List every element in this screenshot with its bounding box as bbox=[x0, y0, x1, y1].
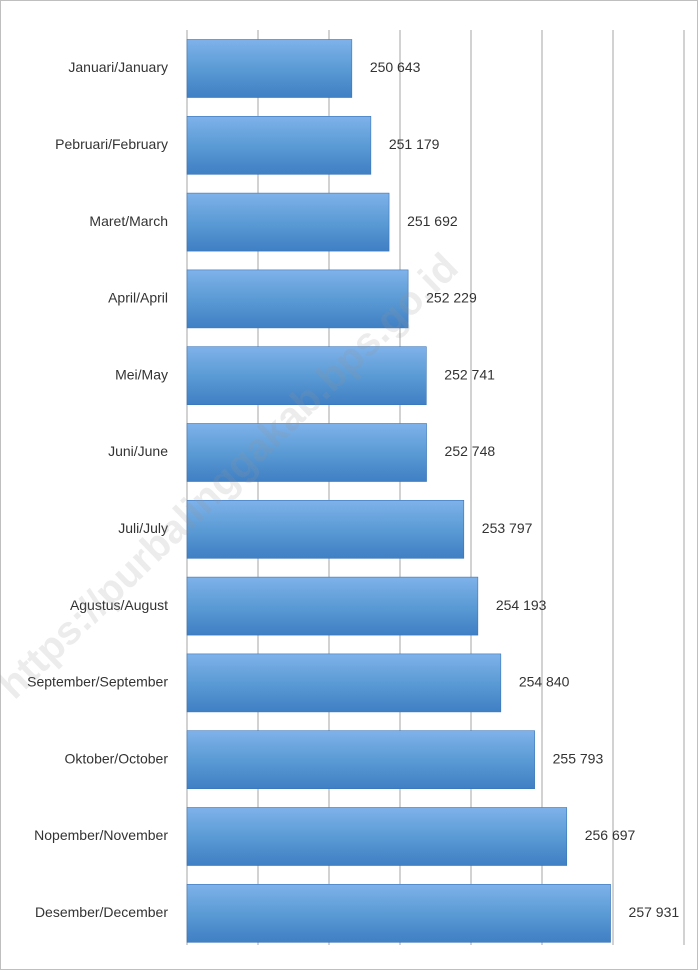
y-tick-label: Mei/May bbox=[115, 366, 168, 382]
value-label: 250 643 bbox=[370, 59, 421, 75]
bar bbox=[186, 883, 611, 943]
bars: Januari/January 250 643 Pebruari/February 2… bbox=[27, 39, 680, 943]
y-tick-label: Desember/December bbox=[35, 904, 168, 920]
value-label: 253 797 bbox=[482, 520, 533, 536]
value-label: 252 229 bbox=[426, 290, 477, 306]
value-label: 252 748 bbox=[445, 443, 496, 459]
bar bbox=[186, 576, 479, 636]
y-tick-label: Maret/March bbox=[89, 213, 168, 229]
y-tick-label: Agustus/August bbox=[70, 597, 168, 613]
value-label: 254 193 bbox=[496, 597, 547, 613]
y-tick-label: September/September bbox=[27, 674, 168, 690]
bar bbox=[186, 730, 535, 790]
y-tick-label: Pebruari/February bbox=[55, 136, 168, 152]
bar bbox=[186, 653, 502, 713]
y-tick-label: Juni/June bbox=[108, 443, 168, 459]
grid bbox=[186, 30, 685, 945]
value-label: 252 741 bbox=[444, 366, 495, 382]
y-tick-label: Oktober/October bbox=[65, 750, 169, 766]
bar bbox=[186, 499, 465, 559]
value-label: 257 931 bbox=[629, 904, 680, 920]
y-tick-label: Januari/January bbox=[68, 59, 168, 75]
value-label: 256 697 bbox=[585, 827, 636, 843]
value-label: 251 692 bbox=[407, 213, 458, 229]
bar bbox=[186, 269, 409, 329]
value-label: 254 840 bbox=[519, 674, 570, 690]
bar bbox=[186, 116, 372, 175]
bar bbox=[186, 346, 427, 406]
y-tick-label: April/April bbox=[108, 290, 168, 306]
bar bbox=[186, 807, 568, 866]
bar bbox=[186, 423, 427, 482]
bar bbox=[186, 39, 353, 98]
value-label: 251 179 bbox=[389, 136, 440, 152]
y-tick-label: Juli/July bbox=[118, 520, 168, 536]
bar bbox=[186, 192, 390, 252]
y-tick-label: Nopember/November bbox=[34, 827, 168, 843]
value-label: 255 793 bbox=[553, 750, 604, 766]
